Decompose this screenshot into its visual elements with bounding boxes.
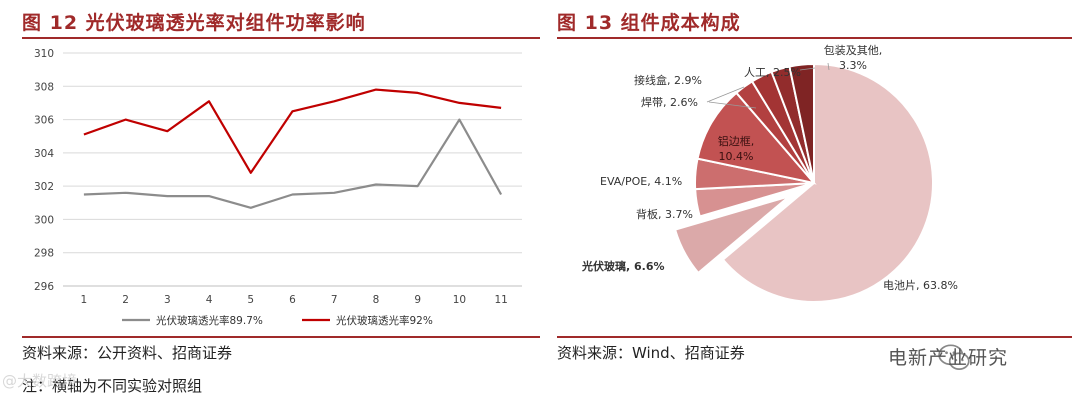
wechat-account-name: 电新产业研究 xyxy=(888,347,1009,369)
wechat-icon xyxy=(938,344,970,370)
series-line-2 xyxy=(83,88,502,174)
x-tick-label: 10 xyxy=(453,294,466,306)
line-chart: 296 298 300 302 304 306 308 310 1 2 3 4 5 6 7 8 9 10 11 光伏玻… xyxy=(34,48,522,327)
y-tick-label: 298 xyxy=(34,248,54,260)
pie-slice-光伏玻璃 xyxy=(673,195,790,275)
pie-label-EVA/POE: EVA/POE, 4.1% xyxy=(600,175,682,188)
left-figure-panel: 图 12 光伏玻璃透光率对组件功率影响 296 298 300 302 304 306 30… xyxy=(22,0,540,404)
y-tick-label: 308 xyxy=(34,81,54,93)
right-figure-title: 图 13 组件成本构成 xyxy=(557,12,741,34)
pie-label-焊带: 焊带, 2.6% xyxy=(641,95,698,109)
x-tick-label: 6 xyxy=(289,294,296,306)
pie-label-背板: 背板, 3.7% xyxy=(636,207,693,221)
y-tick-label: 296 xyxy=(34,281,54,293)
x-tick-label: 7 xyxy=(331,294,338,306)
pie-label-line: 10.4% xyxy=(719,150,754,163)
pie-label-包装及其他: 包装及其他, 3.3% xyxy=(824,44,883,72)
legend-label: 光伏玻璃透光率89.7% xyxy=(156,314,263,327)
pie-label-接线盒: 接线盒, 2.9% xyxy=(634,73,702,87)
pie-label-电池片: 电池片, 63.8% xyxy=(883,279,958,292)
left-title-rule xyxy=(22,37,540,39)
pie-label-人工: 人工, 2.5% xyxy=(744,66,801,79)
pie-label-铝边框: 铝边框, 10.4% xyxy=(718,134,755,163)
pie-label-line: 人工, 2.5% xyxy=(744,66,801,79)
left-source-text: 资料来源：公开资料、招商证券 xyxy=(22,344,233,362)
x-tick-label: 4 xyxy=(206,294,213,306)
pie-label-line: 包装及其他, xyxy=(824,44,883,57)
x-tick-label: 1 xyxy=(81,294,88,306)
right-title-rule xyxy=(557,37,1072,39)
y-tick-label: 310 xyxy=(34,48,54,60)
watermark-text: @大数跨境 xyxy=(2,372,78,390)
leader-line xyxy=(708,101,757,109)
y-tick-label: 302 xyxy=(34,181,54,193)
y-tick-label: 300 xyxy=(34,214,54,226)
pie-label-line: EVA/POE, 4.1% xyxy=(600,175,682,188)
x-tick-label: 8 xyxy=(373,294,380,306)
pie-label-line: 焊带, 2.6% xyxy=(641,95,698,109)
leader-line xyxy=(706,86,745,103)
pie-label-line: 铝边框, xyxy=(718,134,755,148)
x-tick-label: 9 xyxy=(414,294,421,306)
pie-chart: 电池片, 63.8% 光伏玻璃, 6.6% 背板, 3.7% EVA/POE, 4.1… xyxy=(581,44,958,303)
right-bottom-rule xyxy=(557,336,1072,338)
x-tick-label: 2 xyxy=(122,294,129,306)
pie-label-光伏玻璃: 光伏玻璃, 6.6% xyxy=(581,259,665,273)
pie-slice-包装及其他 xyxy=(788,62,815,184)
pie-label-line: 电池片, 63.8% xyxy=(883,279,958,292)
y-tick-label: 304 xyxy=(34,148,54,160)
x-tick-label: 5 xyxy=(247,294,254,306)
pie-label-line: 3.3% xyxy=(839,59,867,72)
right-figure-panel: 图 13 组件成本构成 电池片, 63.8% 光伏玻璃, 6.6% 背板, 3.7%… xyxy=(557,0,1072,404)
x-tick-label: 3 xyxy=(164,294,171,306)
leader-line xyxy=(799,67,816,71)
left-figure-title: 图 12 光伏玻璃透光率对组件功率影响 xyxy=(22,12,366,34)
y-tick-label: 306 xyxy=(34,115,54,127)
right-source-text: 资料来源：Wind、招商证券 xyxy=(557,344,745,362)
pie-slice-电池片 xyxy=(721,62,934,303)
pie-slice-铝边框 xyxy=(696,91,817,185)
pie-label-line: 背板, 3.7% xyxy=(636,207,693,221)
leader-line xyxy=(827,62,830,71)
legend-label: 光伏玻璃透光率92% xyxy=(336,314,433,327)
left-bottom-rule xyxy=(22,336,540,338)
pie-label-line: 光伏玻璃, 6.6% xyxy=(581,259,665,273)
pie-label-line: 接线盒, 2.9% xyxy=(634,73,702,87)
left-note-text: 注：横轴为不同实验对照组 xyxy=(22,377,203,395)
series-line-1 xyxy=(83,118,503,209)
x-tick-label: 11 xyxy=(494,294,507,306)
